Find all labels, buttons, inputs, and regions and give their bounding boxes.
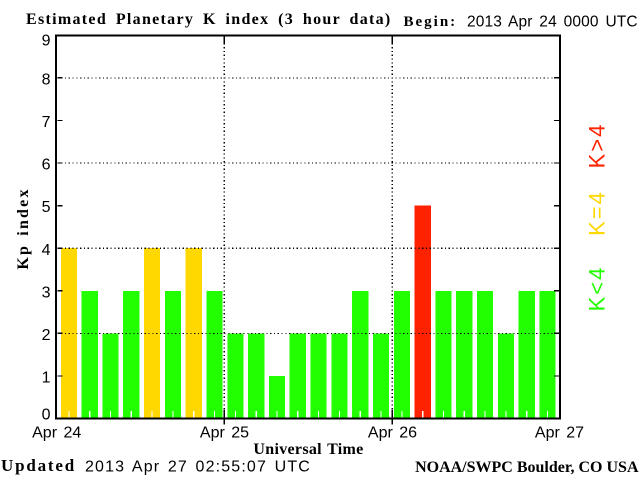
svg-text:Apr 25: Apr 25 — [200, 425, 249, 442]
svg-text:Apr 24: Apr 24 — [32, 425, 81, 442]
svg-text:0: 0 — [42, 407, 51, 424]
svg-text:Universal Time: Universal Time — [253, 441, 363, 458]
svg-text:1: 1 — [42, 370, 51, 387]
svg-text:2: 2 — [42, 327, 51, 344]
svg-text:5: 5 — [42, 199, 51, 216]
svg-text:NOAA/SWPC Boulder, CO USA: NOAA/SWPC Boulder, CO USA — [415, 459, 639, 476]
svg-text:Apr 27: Apr 27 — [535, 425, 584, 442]
svg-text:Updated: Updated — [1, 456, 76, 475]
svg-text:8: 8 — [42, 71, 51, 88]
svg-text:Estimated Planetary K index (3: Estimated Planetary K index (3 hour data… — [26, 11, 392, 28]
svg-text:6: 6 — [42, 157, 51, 174]
svg-text:4: 4 — [42, 242, 51, 259]
svg-text:Kp index: Kp index — [15, 187, 32, 269]
svg-text:7: 7 — [42, 114, 51, 131]
svg-text:Begin:: Begin: — [404, 14, 458, 30]
svg-text:Apr 26: Apr 26 — [368, 425, 417, 442]
svg-text:9: 9 — [42, 33, 51, 50]
svg-text:K=4: K=4 — [585, 190, 610, 236]
svg-text:3: 3 — [42, 284, 51, 301]
svg-text:K>4: K>4 — [585, 123, 610, 169]
svg-text:2013 Apr 27 02:55:07 UTC: 2013 Apr 27 02:55:07 UTC — [85, 458, 311, 475]
svg-text:K<4: K<4 — [585, 266, 610, 312]
svg-text:2013 Apr 24 0000 UTC: 2013 Apr 24 0000 UTC — [467, 13, 638, 30]
